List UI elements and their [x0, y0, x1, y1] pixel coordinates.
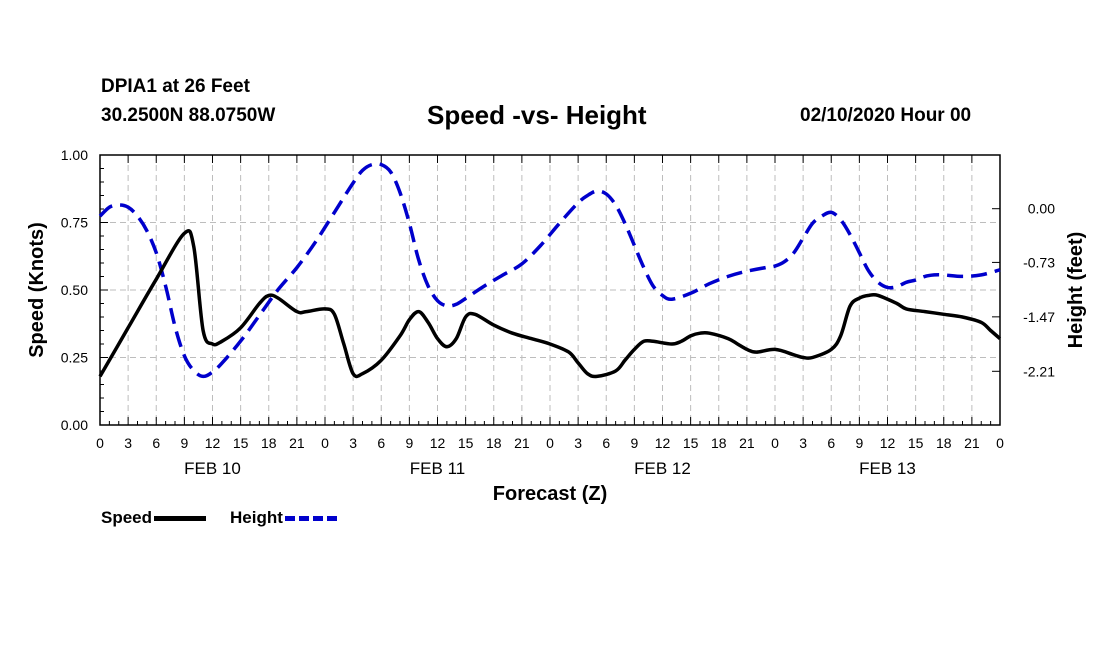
x-tick-label: 3 — [574, 435, 582, 451]
series-line-speed — [98, 229, 1002, 379]
x-tick-label: 3 — [799, 435, 807, 451]
station-coordinates: 30.2500N 88.0750W — [101, 105, 276, 126]
x-tick-label: 21 — [514, 435, 530, 451]
x-tick-label: 12 — [430, 435, 446, 451]
y-left-tick-label: 0.25 — [61, 350, 88, 366]
x-tick-label: 6 — [377, 435, 385, 451]
x-tick-label: 3 — [124, 435, 132, 451]
x-tick-label: 6 — [827, 435, 835, 451]
date-label: FEB 13 — [859, 459, 916, 478]
series-line-height — [98, 161, 1001, 379]
x-tick-label: 21 — [289, 435, 305, 451]
x-axis-title: Forecast (Z) — [493, 483, 607, 505]
x-tick-label: 15 — [233, 435, 249, 451]
x-tick-label: 18 — [486, 435, 502, 451]
x-tick-label: 15 — [908, 435, 924, 451]
legend-height: Height — [230, 508, 337, 528]
date-label: FEB 10 — [184, 459, 241, 478]
legend-speed: Speed — [101, 508, 207, 528]
x-tick-label: 0 — [771, 435, 779, 451]
y-right-tick-label: -2.21 — [1023, 363, 1055, 379]
y-left-tick-label: 1.00 — [61, 147, 88, 163]
date-label: FEB 11 — [410, 459, 465, 478]
x-tick-label: 0 — [96, 435, 104, 451]
run-time-label: 02/10/2020 Hour 00 — [800, 105, 972, 126]
x-tick-label: 9 — [180, 435, 188, 451]
x-tick-label: 21 — [964, 435, 980, 451]
y-right-axis-title: Height (feet) — [1065, 232, 1087, 349]
x-tick-label: 15 — [458, 435, 474, 451]
x-tick-label: 9 — [855, 435, 863, 451]
chart-title: Speed -vs- Height — [427, 100, 647, 130]
station-label: DPIA1 at 26 Feet — [101, 76, 250, 97]
x-tick-label: 0 — [321, 435, 329, 451]
y-left-tick-label: 0.50 — [61, 282, 88, 298]
x-tick-label: 6 — [152, 435, 160, 451]
x-tick-label: 0 — [546, 435, 554, 451]
x-tick-label: 9 — [630, 435, 638, 451]
x-tick-label: 18 — [711, 435, 727, 451]
plot-frame — [99, 154, 1001, 426]
legend-height-label: Height — [230, 508, 283, 527]
y-right-tick-label: -1.47 — [1023, 309, 1055, 325]
x-tick-label: 3 — [349, 435, 357, 451]
x-tick-label: 6 — [602, 435, 610, 451]
legend-height-swatch — [284, 515, 337, 521]
x-tick-label: 18 — [936, 435, 952, 451]
x-tick-label: 12 — [205, 435, 221, 451]
date-label: FEB 12 — [634, 459, 691, 478]
y-right-tick-label: 0.00 — [1028, 201, 1055, 217]
x-tick-label: 9 — [405, 435, 413, 451]
x-tick-label: 21 — [739, 435, 755, 451]
x-tick-label: 0 — [996, 435, 1004, 451]
legend-speed-swatch — [154, 515, 207, 521]
x-tick-label: 12 — [655, 435, 671, 451]
legend-speed-label: Speed — [101, 508, 153, 527]
x-tick-label: 18 — [261, 435, 277, 451]
y-left-axis-title: Speed (Knots) — [26, 222, 48, 358]
x-tick-label: 12 — [880, 435, 896, 451]
y-right-tick-label: -0.73 — [1023, 254, 1055, 270]
x-tick-label: 15 — [683, 435, 699, 451]
y-left-tick-label: 0.00 — [61, 417, 88, 433]
y-left-tick-label: 0.75 — [61, 215, 88, 231]
